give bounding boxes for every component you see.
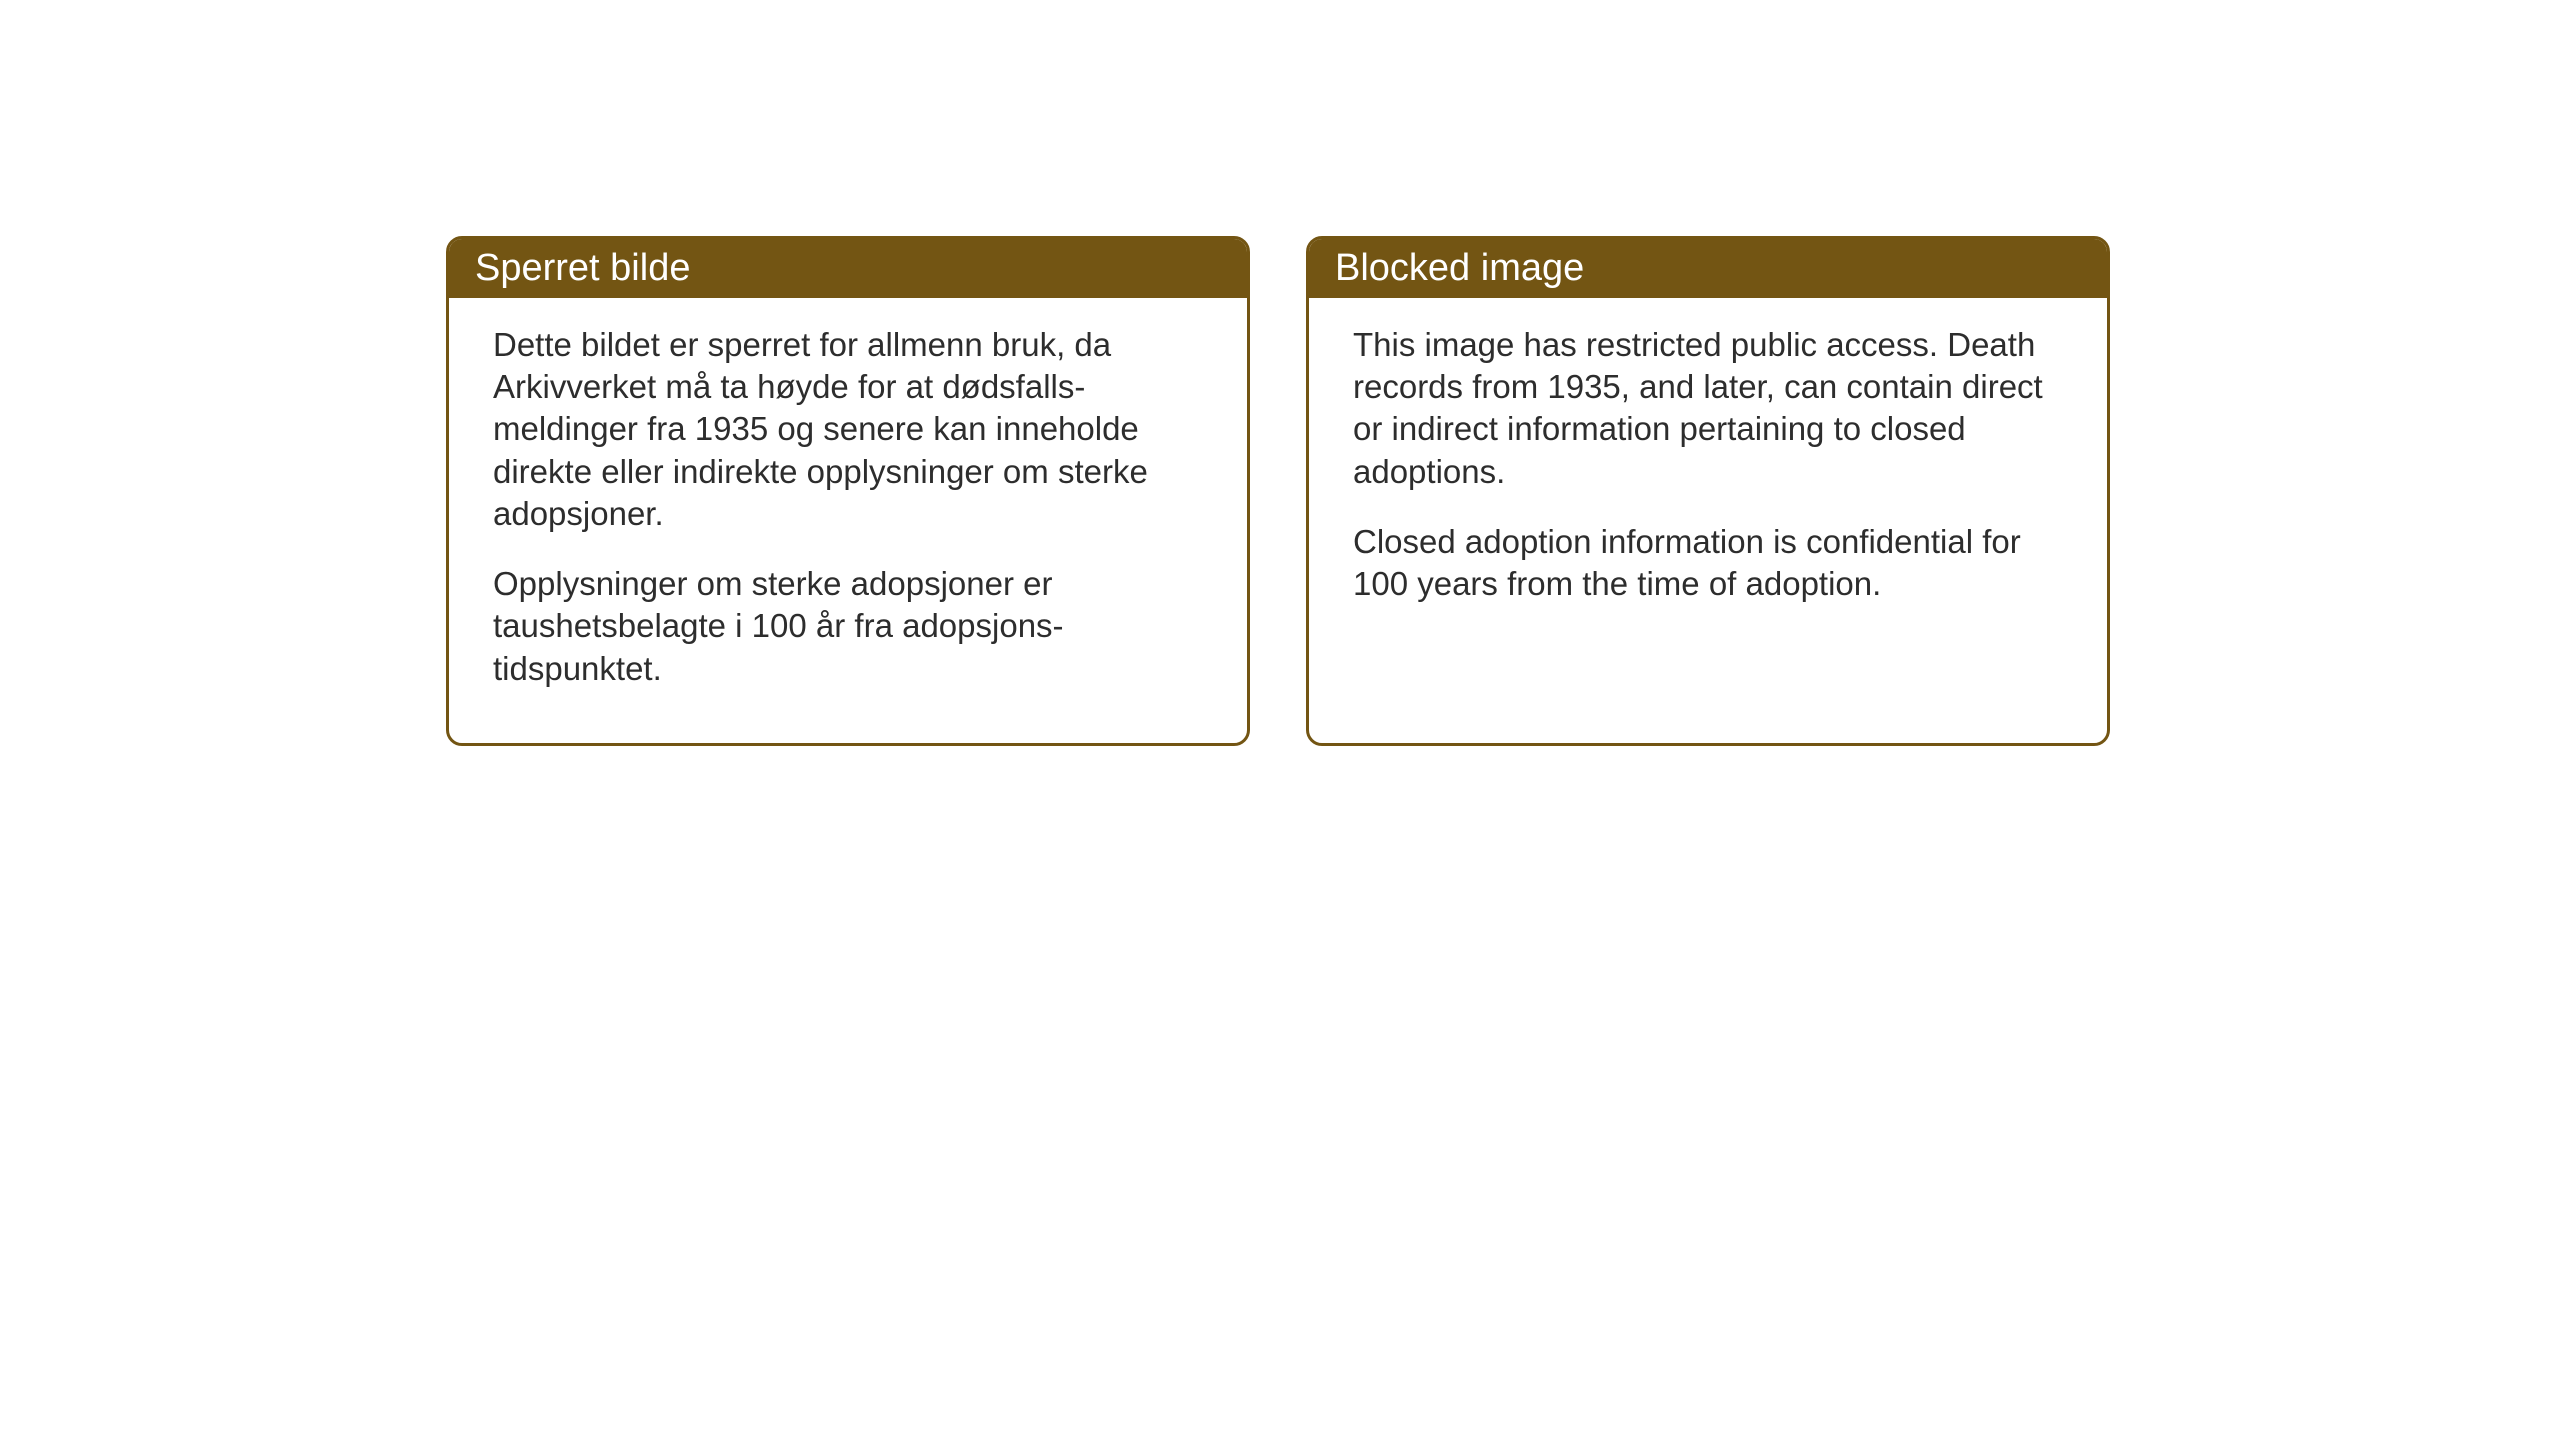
card-body-norwegian: Dette bildet er sperret for allmenn bruk… (449, 298, 1247, 730)
card-paragraph-english-1: This image has restricted public access.… (1353, 324, 2063, 493)
card-paragraph-english-2: Closed adoption information is confident… (1353, 521, 2063, 605)
card-body-english: This image has restricted public access.… (1309, 298, 2107, 645)
card-title-norwegian: Sperret bilde (475, 247, 690, 289)
card-paragraph-norwegian-2: Opplysninger om sterke adopsjoner er tau… (493, 563, 1203, 690)
card-header-norwegian: Sperret bilde (449, 239, 1247, 298)
notice-card-english: Blocked image This image has restricted … (1306, 236, 2110, 746)
card-title-english: Blocked image (1335, 247, 1584, 289)
notice-card-norwegian: Sperret bilde Dette bildet er sperret fo… (446, 236, 1250, 746)
notice-container: Sperret bilde Dette bildet er sperret fo… (446, 236, 2110, 746)
card-header-english: Blocked image (1309, 239, 2107, 298)
card-paragraph-norwegian-1: Dette bildet er sperret for allmenn bruk… (493, 324, 1203, 535)
